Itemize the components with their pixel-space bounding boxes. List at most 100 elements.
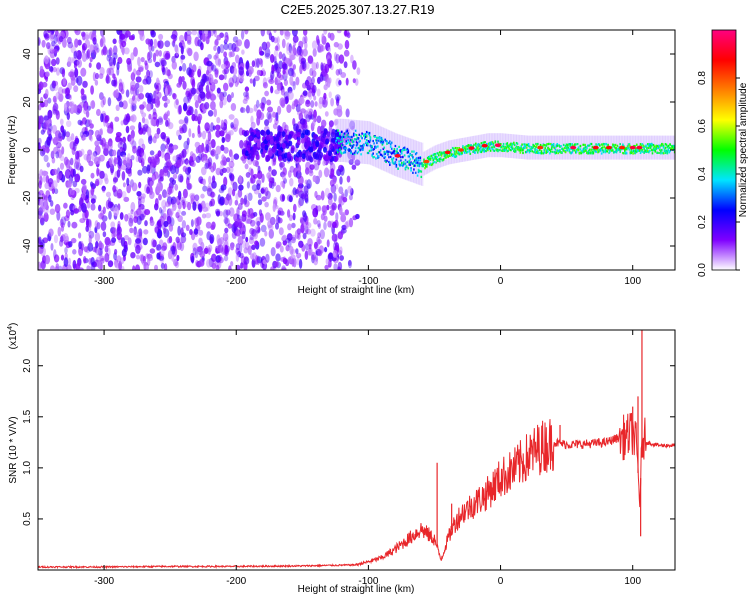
ridge-cell [429,162,432,165]
ridge-cell [350,139,352,142]
ridge-cell [579,148,582,151]
noise-cell [110,221,116,229]
ridge-cell [417,159,420,162]
ridge-cell [451,153,454,156]
noise-cell [136,149,140,157]
noise-cell [224,227,229,234]
noise-cell [336,30,342,34]
noise-cell [183,140,189,150]
ridge-cell [454,155,457,159]
noise-cell [273,30,277,33]
ridge-cell [539,143,542,147]
noise-cell [72,180,78,188]
noise-cell [71,221,78,229]
signal-cell [285,142,290,149]
noise-cell [147,126,152,137]
noise-cell [257,165,261,174]
noise-cell [333,52,338,62]
ridge-cell [340,136,342,139]
noise-cell [276,72,282,79]
noise-cell [249,177,254,184]
noise-cell [241,213,247,222]
ridge-cell [538,151,540,155]
noise-cell [96,167,100,177]
ridge-cell [392,151,395,154]
noise-cell [52,102,59,112]
ridge-cell [550,150,552,153]
noise-cell [250,121,256,129]
noise-cell [164,52,171,60]
ridge-cell [565,147,568,150]
ridge-cell [487,147,489,150]
ridge-cell [634,145,636,148]
ridge-cell [641,143,644,146]
noise-cell [281,53,286,62]
y-tick-label: -40 [22,238,33,253]
ridge-cell [476,143,479,146]
noise-cell [166,137,170,145]
noise-cell [186,47,192,54]
ridge-cell [394,144,397,148]
ridge-cell [483,150,485,153]
noise-cell [74,38,79,48]
noise-cell [44,254,51,265]
noise-cell [268,78,275,85]
ridge-cell [628,144,631,147]
noise-cell [45,71,50,78]
y-tick-label: -20 [22,190,33,205]
noise-cell [147,135,153,145]
ridge-cell [624,148,627,151]
signal-cell [262,130,267,137]
noise-cell [162,134,166,142]
ridge-cell [547,143,549,146]
noise-cell [83,255,87,264]
noise-cell [113,177,118,183]
noise-cell [177,209,181,215]
ridge-cell [612,143,615,147]
noise-cell [195,259,200,267]
noise-cell [345,220,351,228]
band-halo [403,136,406,180]
ridge-cell [344,146,347,149]
noise-cell [255,217,262,226]
noise-cell [45,88,49,98]
ridge-cell [359,139,361,143]
noise-cell [144,62,149,71]
noise-cell [304,225,309,235]
signal-cell [260,142,265,149]
noise-cell [200,193,205,199]
noise-cell [339,176,343,185]
signal-cell [281,131,286,138]
ridge-cell [633,149,635,153]
noise-cell [90,100,96,109]
noise-cell [338,250,343,256]
noise-cell [214,69,219,78]
noise-cell [238,175,242,184]
ridge-cell [555,151,558,154]
noise-cell [159,169,164,177]
noise-cell [116,67,120,76]
ridge-cell [551,143,554,147]
ridge-cell [439,160,441,163]
ridge-cell [384,138,386,141]
noise-cell [268,177,275,184]
ridge-cell [363,144,365,147]
ridge-cell [412,162,414,165]
ridge-cell [554,152,557,155]
noise-cell [212,125,216,131]
noise-cell [205,143,209,152]
ridge-cell [343,146,346,149]
noise-cell [274,45,279,51]
noise-cell [161,150,165,159]
ridge-cell [392,162,395,165]
ridge-cell [408,160,410,163]
ridge-cell [534,148,536,151]
ridge-cell [625,148,628,151]
ridge-cell [463,146,466,149]
ridge-cell [547,146,549,149]
noise-cell [272,111,277,118]
noise-cell [307,247,313,256]
ridge-cell [416,164,419,167]
noise-cell [73,62,77,69]
noise-cell [318,101,323,109]
